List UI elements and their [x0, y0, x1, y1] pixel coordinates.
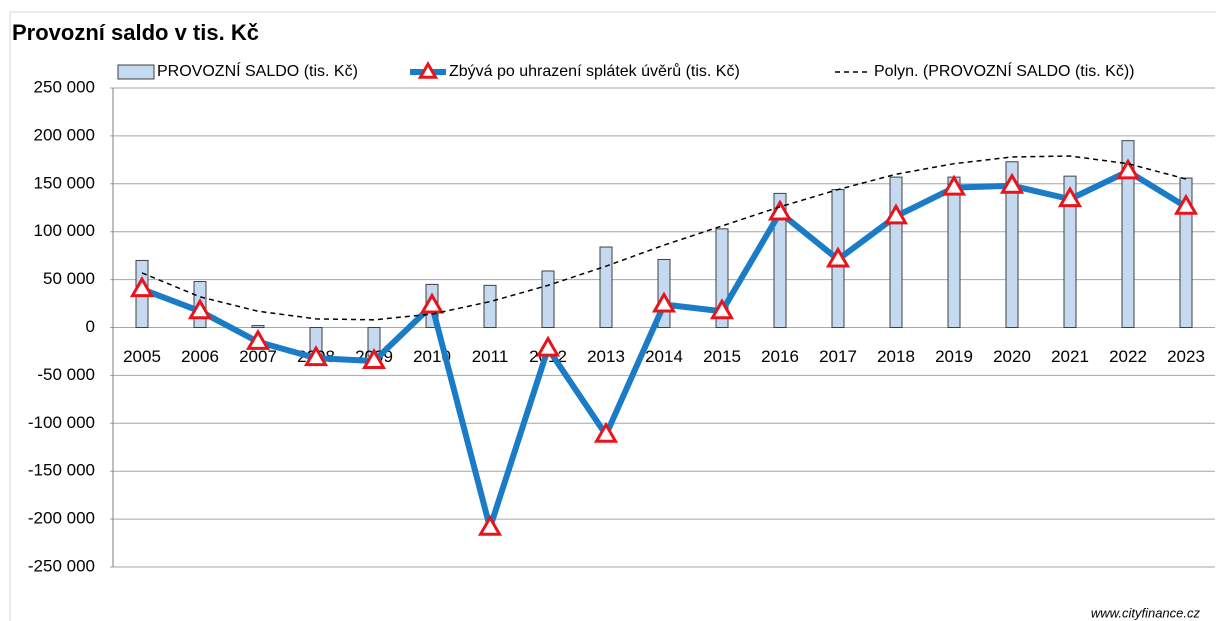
- marker: [535, 335, 561, 357]
- marker: [651, 291, 677, 313]
- y-tick-label: 50 000: [43, 269, 95, 288]
- marker: [129, 276, 155, 298]
- y-tick-label: 150 000: [34, 173, 95, 192]
- y-tick-label: -100 000: [28, 413, 95, 432]
- x-tick-label: 2006: [181, 347, 219, 366]
- marker: [419, 292, 445, 314]
- marker: [883, 203, 909, 225]
- bar: [947, 176, 961, 328]
- x-tick-label: 2014: [645, 347, 683, 366]
- y-tick-label: -250 000: [28, 556, 95, 575]
- chart-title: Provozní saldo v tis. Kč: [12, 20, 259, 45]
- x-tick-label: 2013: [587, 347, 625, 366]
- marker: [1173, 193, 1199, 215]
- marker: [593, 421, 619, 443]
- bar: [1063, 175, 1077, 328]
- legend-swatch: [117, 64, 155, 80]
- y-tick-label: 200 000: [34, 125, 95, 144]
- bar: [889, 176, 903, 328]
- bar: [251, 325, 265, 329]
- chart-frame: [9, 11, 1216, 621]
- x-tick-label: 2018: [877, 347, 915, 366]
- marker: [825, 246, 851, 268]
- bar: [599, 246, 613, 328]
- bar: [1179, 177, 1193, 328]
- legend-marker: [417, 60, 439, 79]
- marker: [303, 345, 329, 367]
- x-tick-label: 2021: [1051, 347, 1089, 366]
- bar: [1121, 140, 1135, 328]
- source: www.cityfinance.cz: [1091, 605, 1201, 620]
- y-tick-label: 0: [86, 317, 95, 336]
- legend-label: Zbývá po uhrazení splátek úvěrů (tis. Kč…: [449, 62, 740, 80]
- y-tick-label: -150 000: [28, 461, 95, 480]
- x-tick-label: 2007: [239, 347, 277, 366]
- y-tick-label: 250 000: [34, 77, 95, 96]
- marker: [477, 514, 503, 536]
- y-tick-label: -200 000: [28, 509, 95, 528]
- marker: [1057, 186, 1083, 208]
- marker: [187, 298, 213, 320]
- x-tick-label: 2019: [935, 347, 973, 366]
- x-tick-label: 2017: [819, 347, 857, 366]
- marker: [941, 174, 967, 196]
- x-tick-label: 2005: [123, 347, 161, 366]
- x-tick-label: 2016: [761, 347, 799, 366]
- x-tick-label: 2020: [993, 347, 1031, 366]
- bar: [541, 270, 555, 328]
- bar: [483, 284, 497, 328]
- marker: [709, 298, 735, 320]
- marker: [1115, 158, 1141, 180]
- bar: [1005, 161, 1019, 328]
- legend-label: PROVOZNÍ SALDO (tis. Kč): [157, 61, 358, 80]
- marker: [767, 199, 793, 221]
- x-tick-label: 2015: [703, 347, 741, 366]
- y-tick-label: -50 000: [37, 365, 95, 384]
- bar: [773, 192, 787, 328]
- x-tick-label: 2023: [1167, 347, 1205, 366]
- legend-label: Polyn. (PROVOZNÍ SALDO (tis. Kč)): [874, 61, 1134, 80]
- x-tick-label: 2011: [472, 347, 509, 366]
- marker: [361, 348, 387, 370]
- marker: [999, 172, 1025, 194]
- x-tick-label: 2022: [1109, 347, 1147, 366]
- y-tick-label: 100 000: [34, 221, 95, 240]
- marker: [245, 328, 271, 350]
- trend-line: [141, 155, 1187, 321]
